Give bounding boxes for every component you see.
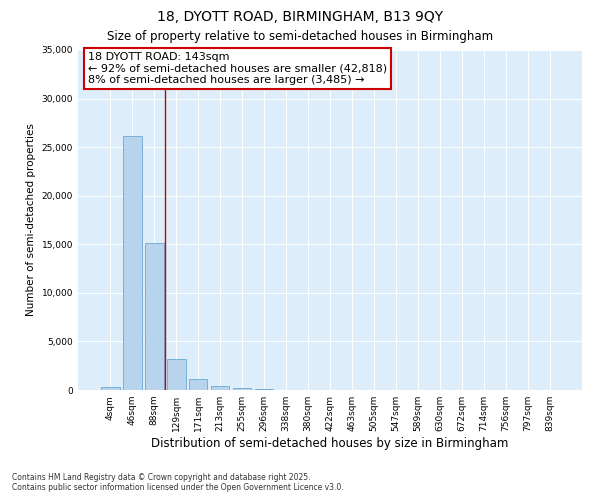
Bar <box>101 386 119 390</box>
Text: 18, DYOTT ROAD, BIRMINGHAM, B13 9QY: 18, DYOTT ROAD, BIRMINGHAM, B13 9QY <box>157 10 443 24</box>
Text: 18 DYOTT ROAD: 143sqm
← 92% of semi-detached houses are smaller (42,818)
8% of s: 18 DYOTT ROAD: 143sqm ← 92% of semi-deta… <box>88 52 387 85</box>
Bar <box>189 379 208 390</box>
Bar <box>123 136 142 390</box>
Bar <box>255 389 274 390</box>
Bar <box>167 359 185 390</box>
Bar <box>233 388 251 390</box>
Bar <box>211 386 229 390</box>
X-axis label: Distribution of semi-detached houses by size in Birmingham: Distribution of semi-detached houses by … <box>151 437 509 450</box>
Text: Contains HM Land Registry data © Crown copyright and database right 2025.
Contai: Contains HM Land Registry data © Crown c… <box>12 473 344 492</box>
Text: Size of property relative to semi-detached houses in Birmingham: Size of property relative to semi-detach… <box>107 30 493 43</box>
Y-axis label: Number of semi-detached properties: Number of semi-detached properties <box>26 124 36 316</box>
Bar <box>145 244 164 390</box>
